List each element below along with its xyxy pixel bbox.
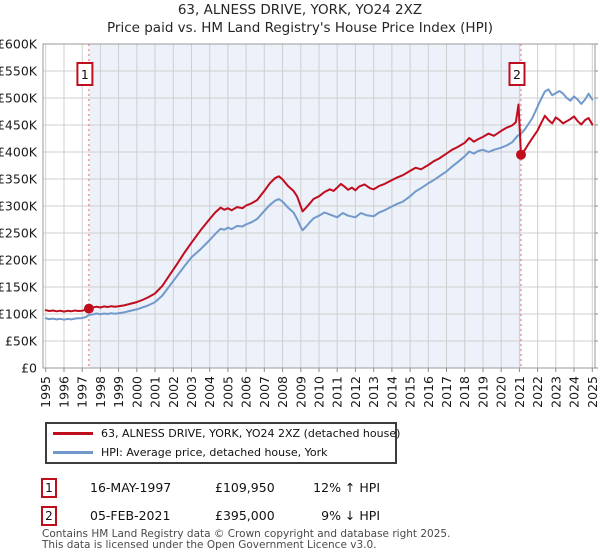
x-grid-and-labels: 1995 1996 1997 1998 1999 2000 2001 2002 2003 2004…	[38, 44, 600, 408]
property-line-swatch	[53, 432, 93, 435]
svg-text:2022: 2022	[530, 376, 545, 408]
sale-row-1: 1 16-MAY-1997 £109,950 12% ↑ HPI	[0, 478, 600, 498]
svg-text:2: 2	[513, 67, 521, 82]
svg-text:2011: 2011	[330, 376, 345, 408]
svg-text:2006: 2006	[239, 376, 254, 408]
svg-text:£350K: £350K	[0, 172, 38, 187]
svg-text:2018: 2018	[457, 376, 472, 408]
svg-text:2021: 2021	[512, 376, 527, 408]
svg-text:2015: 2015	[403, 376, 418, 408]
svg-text:2024: 2024	[567, 376, 582, 408]
svg-text:1997: 1997	[75, 376, 90, 408]
svg-text:2007: 2007	[257, 376, 272, 408]
svg-text:£400K: £400K	[0, 145, 38, 160]
price-hpi-line-chart: £0 £50K £100K £150K £200K £250K £300K £350K £400…	[0, 37, 600, 408]
property-price-line	[44, 103, 594, 313]
sale-2-dot	[516, 149, 526, 160]
page-subtitle: Price paid vs. HM Land Registry's House …	[107, 20, 493, 36]
sale-2-price: £395,000	[215, 508, 275, 523]
sale-2-vs-hpi: 9% ↓ HPI	[321, 508, 380, 523]
svg-text:£100K: £100K	[0, 307, 38, 322]
svg-text:2003: 2003	[184, 376, 199, 408]
svg-text:2019: 2019	[476, 376, 491, 408]
svg-text:£50K: £50K	[5, 334, 38, 349]
svg-text:2012: 2012	[348, 376, 363, 408]
svg-text:1999: 1999	[111, 376, 126, 408]
svg-text:2002: 2002	[166, 376, 181, 408]
legend-label-hpi: HPI: Average price, detached house, York	[101, 446, 328, 459]
sale-1-date: 16-MAY-1997	[90, 480, 172, 495]
page-title: 63, ALNESS DRIVE, YORK, YO24 2XZ	[177, 2, 423, 18]
svg-text:2005: 2005	[220, 376, 235, 408]
svg-text:1995: 1995	[38, 376, 53, 408]
svg-text:2014: 2014	[384, 376, 399, 408]
svg-text:£0: £0	[21, 361, 37, 376]
sale-1-dot	[83, 303, 94, 314]
svg-text:£150K: £150K	[0, 280, 38, 295]
svg-text:£200K: £200K	[0, 253, 38, 268]
sale-row-2: 2 05-FEB-2021 £395,000 9% ↓ HPI	[0, 506, 600, 526]
svg-text:£550K: £550K	[0, 64, 38, 79]
sale-1-vs-hpi: 12% ↑ HPI	[313, 480, 380, 495]
svg-text:2020: 2020	[494, 376, 509, 408]
svg-text:2008: 2008	[275, 376, 290, 408]
footer-copyright: Contains HM Land Registry data © Crown c…	[42, 528, 451, 540]
svg-text:£600K: £600K	[0, 37, 38, 52]
sale-1-price: £109,950	[215, 480, 275, 495]
svg-text:1996: 1996	[57, 376, 72, 408]
svg-text:2025: 2025	[585, 376, 600, 408]
svg-text:2000: 2000	[129, 376, 144, 408]
svg-text:2009: 2009	[293, 376, 308, 408]
sale-1-marker-box: 1	[76, 62, 94, 86]
svg-text:2023: 2023	[548, 376, 563, 408]
sale-2-marker-box: 2	[508, 62, 526, 86]
svg-text:2001: 2001	[148, 376, 163, 408]
svg-text:2013: 2013	[366, 376, 381, 408]
svg-text:£300K: £300K	[0, 199, 38, 214]
svg-text:2010: 2010	[312, 376, 327, 408]
legend-label-property: 63, ALNESS DRIVE, YORK, YO24 2XZ (detach…	[101, 427, 401, 440]
svg-text:1: 1	[81, 67, 89, 82]
sale-2-date: 05-FEB-2021	[90, 508, 171, 523]
svg-text:2017: 2017	[439, 376, 454, 408]
hpi-line-swatch	[53, 451, 93, 454]
svg-text:£250K: £250K	[0, 226, 38, 241]
svg-text:£500K: £500K	[0, 91, 38, 106]
chart-legend: 63, ALNESS DRIVE, YORK, YO24 2XZ (detach…	[45, 422, 400, 464]
sale-1-marker-badge: 1	[41, 478, 57, 498]
svg-text:2016: 2016	[421, 376, 436, 408]
svg-text:1998: 1998	[93, 376, 108, 408]
plot-border	[42, 43, 596, 369]
legend-item-property: 63, ALNESS DRIVE, YORK, YO24 2XZ (detach…	[47, 424, 400, 443]
svg-text:2004: 2004	[202, 376, 217, 408]
svg-text:£450K: £450K	[0, 118, 38, 133]
sale-2-marker-badge: 2	[41, 506, 57, 526]
footer-licence: This data is licensed under the Open Gov…	[42, 539, 377, 551]
legend-item-hpi: HPI: Average price, detached house, York	[47, 443, 395, 462]
hpi-line	[44, 88, 594, 321]
